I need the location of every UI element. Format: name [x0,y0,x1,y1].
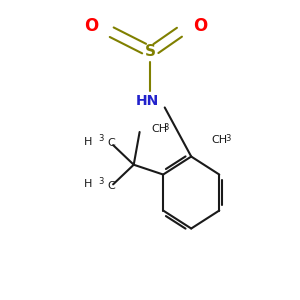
Text: 3: 3 [225,134,230,143]
Text: C: C [107,181,115,191]
Text: S: S [145,44,155,59]
Text: H: H [84,179,92,189]
Text: 3: 3 [164,123,169,132]
Text: CH: CH [152,124,167,134]
Text: HN: HN [135,94,159,108]
Text: H: H [84,137,92,147]
Text: O: O [84,17,98,35]
Text: O: O [193,17,207,35]
Text: C: C [107,139,115,148]
Text: 3: 3 [98,134,104,143]
Text: 3: 3 [98,177,104,186]
Text: CH: CH [212,135,228,145]
